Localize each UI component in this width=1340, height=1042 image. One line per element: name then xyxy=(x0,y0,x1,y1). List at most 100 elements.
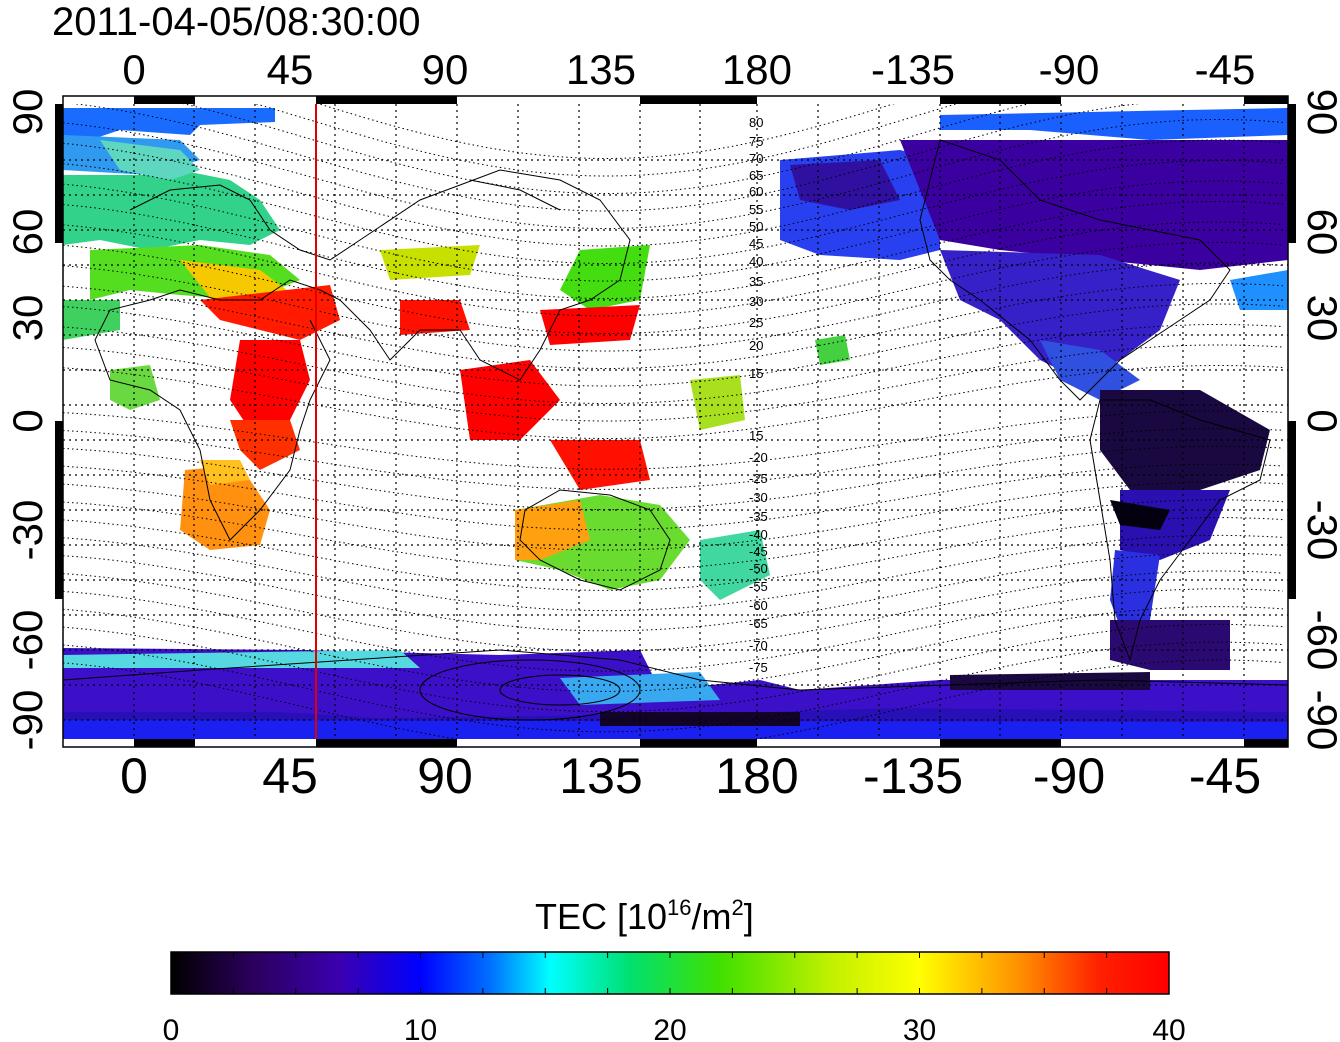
contour-label: 35 xyxy=(749,274,763,289)
contour-labels-south: 15 -20 -25 -30 -35 -40 -45 -50 -55 -60 -65 -70 -75 xyxy=(749,428,768,675)
contour-label: -75 xyxy=(749,660,768,675)
frame-bar-bottom xyxy=(940,739,1061,747)
left-lat-tick-label: 30 xyxy=(4,295,51,342)
contour-line xyxy=(63,283,1284,369)
contour-label: -70 xyxy=(749,638,768,653)
colorbar-tick-label: 20 xyxy=(653,1014,686,1042)
left-lat-tick-label: -30 xyxy=(4,500,51,561)
contour-label: 65 xyxy=(749,168,763,183)
top-lon-tick-label: 135 xyxy=(566,46,636,93)
contour-line xyxy=(63,160,1284,264)
colorbar-tick-label: 30 xyxy=(903,1014,936,1042)
contour-label: -40 xyxy=(749,527,768,542)
top-lon-tick-label: 45 xyxy=(267,46,314,93)
top-lon-tick-label: 90 xyxy=(422,46,469,93)
contour-line xyxy=(63,606,1284,692)
contour-line xyxy=(63,180,1284,282)
contour-label: -35 xyxy=(749,509,768,524)
frame-bar-right xyxy=(1288,421,1296,599)
frame-bar-left xyxy=(55,104,63,243)
top-lon-tick-label: 0 xyxy=(122,46,145,93)
right-lat-tick-label: 0 xyxy=(1299,409,1340,432)
right-lat-tick-label: 90 xyxy=(1299,89,1340,136)
frame-bar-bottom xyxy=(316,739,457,747)
colorbar xyxy=(170,951,1170,995)
left-lat-tick-label: 60 xyxy=(4,209,51,256)
contour-line xyxy=(63,303,1284,387)
contour-line xyxy=(63,588,1284,672)
contour-label: 80 xyxy=(749,115,763,130)
contour-label: 75 xyxy=(749,134,763,149)
contour-label: 45 xyxy=(749,236,763,251)
right-lat-tick-label: -90 xyxy=(1299,690,1340,751)
graticule xyxy=(63,104,1288,739)
contour-line xyxy=(63,262,1284,352)
bottom-lon-tick-label: -45 xyxy=(1189,748,1261,804)
contour-line xyxy=(63,119,1284,229)
frame-bar-bottom xyxy=(640,739,757,747)
colorbar-tick-label: 10 xyxy=(404,1014,437,1042)
contour-label: 40 xyxy=(749,254,763,269)
contour-label: -30 xyxy=(749,490,768,505)
top-longitude-axis: 0 45 90 135 180 -135 -90 -45 xyxy=(122,46,1255,93)
bottom-lon-tick-label: 45 xyxy=(262,748,318,804)
contour-line xyxy=(63,410,1284,470)
left-lat-tick-label: -60 xyxy=(4,610,51,671)
frame-bar-bottom xyxy=(1244,739,1288,747)
top-lon-tick-label: 180 xyxy=(722,46,792,93)
bottom-longitude-axis: 0 45 90 135 180 -135 -90 -45 xyxy=(120,748,1261,804)
frame-bar-bottom xyxy=(134,739,195,747)
contour-label: -50 xyxy=(749,561,768,576)
contour-label: -25 xyxy=(749,471,768,486)
contour-label: 15 xyxy=(749,366,763,381)
frame-bar-top xyxy=(940,96,1061,104)
colorbar-title: TEC [1016/m2] xyxy=(535,895,754,937)
left-lat-tick-label: 90 xyxy=(4,89,51,136)
bottom-lon-tick-label: 180 xyxy=(715,748,798,804)
left-lat-tick-label: -90 xyxy=(4,690,51,751)
right-lat-tick-label: 60 xyxy=(1299,209,1340,256)
frame-bar-top xyxy=(1244,96,1288,104)
frame-bar-top xyxy=(316,96,457,104)
bottom-lon-tick-label: -135 xyxy=(863,748,963,804)
contour-label: 70 xyxy=(749,151,763,166)
bottom-lon-tick-label: 90 xyxy=(417,748,473,804)
right-latitude-axis: 90 60 30 0 -30 -60 -90 xyxy=(1299,89,1340,751)
contour-label: 50 xyxy=(749,219,763,234)
contour-line xyxy=(63,499,1284,571)
contour-label: -55 xyxy=(749,579,768,594)
left-latitude-axis: 90 60 30 0 -30 -60 -90 xyxy=(4,89,51,751)
colorbar-tick-label: 40 xyxy=(1152,1014,1185,1042)
top-lon-tick-label: -90 xyxy=(1039,46,1100,93)
contour-label: -65 xyxy=(749,616,768,631)
colorbar-ticks: 0 10 20 30 40 xyxy=(163,952,1186,1042)
contour-line xyxy=(63,623,1284,713)
contour-label: 15 xyxy=(749,428,763,443)
contour-label: -20 xyxy=(749,450,768,465)
frame-border-bars xyxy=(55,96,1296,747)
contour-line xyxy=(63,517,1284,591)
bottom-lon-tick-label: -90 xyxy=(1033,748,1105,804)
contour-label: -45 xyxy=(749,544,768,559)
tec-data-layer xyxy=(63,108,1288,739)
contour-label: 55 xyxy=(749,202,763,217)
contour-label: 25 xyxy=(749,315,763,330)
frame-bar-top xyxy=(134,96,195,104)
bottom-lon-tick-label: 0 xyxy=(120,748,148,804)
contour-label: 30 xyxy=(749,294,763,309)
frame-bar-left xyxy=(55,421,63,599)
right-lat-tick-label: -60 xyxy=(1299,610,1340,671)
bottom-lon-tick-label: 135 xyxy=(559,748,642,804)
top-lon-tick-label: -135 xyxy=(871,46,955,93)
contour-line xyxy=(72,104,1141,212)
left-lat-tick-label: 0 xyxy=(4,409,51,432)
right-lat-tick-label: -30 xyxy=(1299,500,1340,561)
colorbar-tick-label: 0 xyxy=(163,1014,180,1042)
contour-line xyxy=(63,139,1284,247)
contour-label: -60 xyxy=(749,598,768,613)
contour-line xyxy=(182,104,1030,194)
frame-bar-right xyxy=(1288,104,1296,243)
frame-bar-top xyxy=(640,96,757,104)
